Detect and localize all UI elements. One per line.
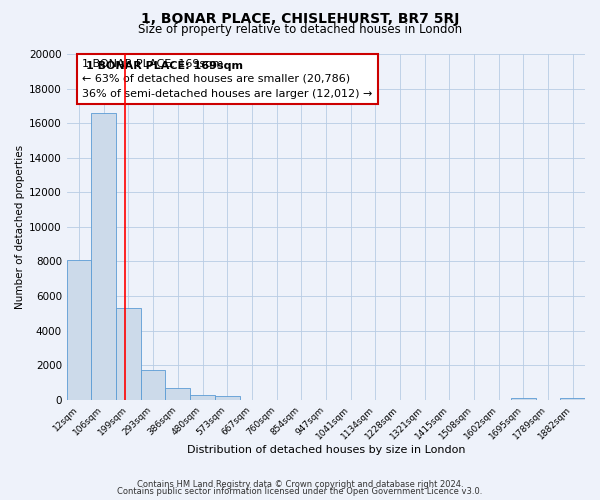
Bar — [141, 370, 166, 400]
Text: 1, BONAR PLACE, CHISLEHURST, BR7 5RJ: 1, BONAR PLACE, CHISLEHURST, BR7 5RJ — [141, 12, 459, 26]
Text: Contains HM Land Registry data © Crown copyright and database right 2024.: Contains HM Land Registry data © Crown c… — [137, 480, 463, 489]
Text: Contains public sector information licensed under the Open Government Licence v3: Contains public sector information licen… — [118, 487, 482, 496]
Bar — [190, 395, 215, 400]
Text: 1 BONAR PLACE: 169sqm
← 63% of detached houses are smaller (20,786)
36% of semi-: 1 BONAR PLACE: 169sqm ← 63% of detached … — [82, 59, 373, 99]
Y-axis label: Number of detached properties: Number of detached properties — [15, 145, 25, 309]
Text: 1 BONAR PLACE: 169sqm: 1 BONAR PLACE: 169sqm — [86, 61, 244, 71]
Bar — [511, 398, 536, 400]
Bar — [215, 396, 239, 400]
X-axis label: Distribution of detached houses by size in London: Distribution of detached houses by size … — [187, 445, 465, 455]
Bar — [560, 398, 585, 400]
Bar — [166, 388, 190, 400]
Bar — [91, 113, 116, 400]
Text: Size of property relative to detached houses in London: Size of property relative to detached ho… — [138, 22, 462, 36]
Bar — [67, 260, 91, 400]
Bar — [116, 308, 141, 400]
